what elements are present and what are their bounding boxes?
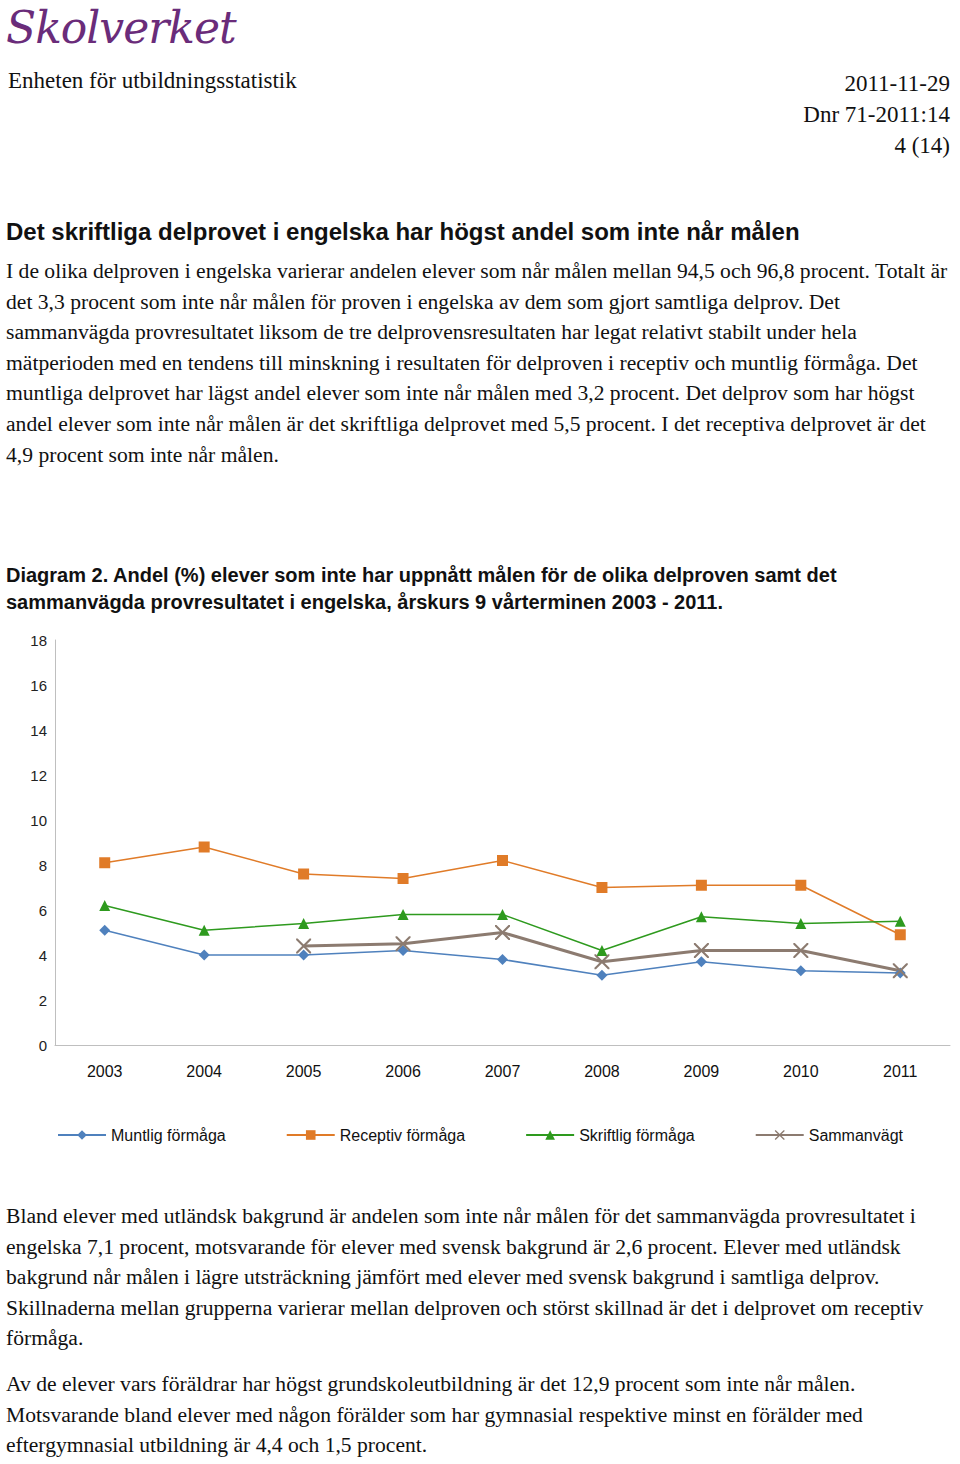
html-text:Dnr 71-2011:14: Dnr 71-2011:14 — [803, 102, 950, 127]
html-text:Bland elever med utländsk bakg: Bland elever med utländsk bakgrund är an… — [6, 1204, 924, 1351]
svg-text:18: 18 — [30, 632, 47, 649]
svg-text:6: 6 — [39, 902, 47, 919]
html-text:Det skriftliga delprovet i eng: Det skriftliga delprovet i engelska har … — [6, 218, 800, 245]
svg-text:0: 0 — [39, 1037, 47, 1054]
svg-text:2: 2 — [39, 992, 47, 1009]
svg-text:2011: 2011 — [883, 1063, 918, 1080]
svg-text:2005: 2005 — [286, 1063, 322, 1080]
html-text:4 (14): 4 (14) — [894, 133, 950, 158]
svg-text:16: 16 — [30, 677, 47, 694]
svg-text:2010: 2010 — [783, 1063, 819, 1080]
svg-text:2003: 2003 — [87, 1063, 123, 1080]
html-text:Av de elever vars föräldrar ha: Av de elever vars föräldrar har högst gr… — [6, 1372, 863, 1458]
svg-text:Muntlig förmåga: Muntlig förmåga — [111, 1127, 226, 1144]
svg-text:8: 8 — [39, 857, 47, 874]
html-text:Diagram 2. Andel (%) elever so: Diagram 2. Andel (%) elever som inte har… — [6, 564, 837, 613]
html-text:I de olika delproven i engelsk: I de olika delproven i engelska varierar… — [6, 259, 948, 467]
svg-text:2006: 2006 — [385, 1063, 421, 1080]
html-text:Skolverket: Skolverket — [6, 2, 236, 53]
html-text:Enheten för utbildningsstatist: Enheten för utbildningsstatistik — [8, 68, 297, 93]
svg-text:4: 4 — [39, 947, 47, 964]
svg-text:2004: 2004 — [186, 1063, 222, 1080]
svg-text:2007: 2007 — [485, 1063, 521, 1080]
svg-text:2008: 2008 — [584, 1063, 620, 1080]
svg-text:Skriftlig förmåga: Skriftlig förmåga — [579, 1127, 695, 1144]
svg-text:2009: 2009 — [684, 1063, 720, 1080]
html-text:2011-11-29: 2011-11-29 — [844, 71, 950, 96]
svg-text:14: 14 — [30, 722, 47, 739]
svg-text:Receptiv förmåga: Receptiv förmåga — [340, 1127, 465, 1144]
svg-text:10: 10 — [30, 812, 47, 829]
svg-text:Sammanvägt: Sammanvägt — [809, 1127, 904, 1144]
svg-text:12: 12 — [30, 767, 47, 784]
